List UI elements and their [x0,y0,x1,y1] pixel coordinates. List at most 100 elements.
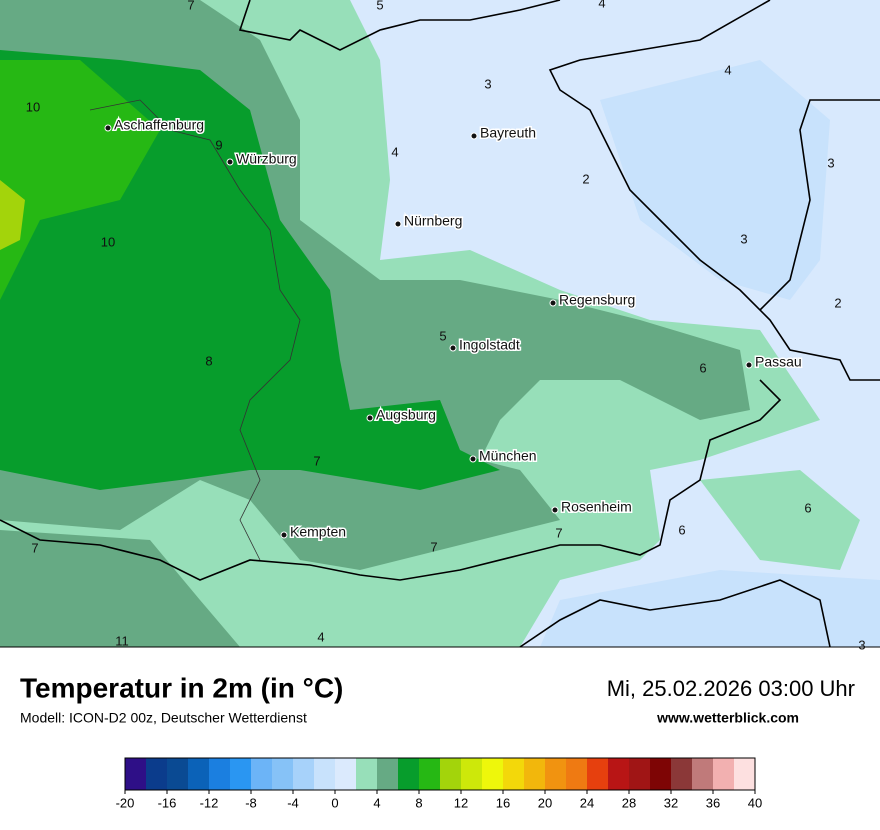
colorbar-box [125,758,146,790]
colorbar-tick-label: 16 [496,795,510,810]
cold-area [600,60,830,300]
map-value: 4 [724,62,731,77]
colorbar-box [167,758,188,790]
map-value: 5 [439,328,446,343]
colorbar-box [293,758,314,790]
city-label: Augsburg [376,407,436,423]
colorbar-tick-label: 36 [706,795,720,810]
map-value: 7 [430,539,437,554]
map-value: 6 [699,360,706,375]
colorbar-box [524,758,545,790]
city-label: Passau [755,354,802,370]
border [0,379,782,581]
website: www.wetterblick.com [656,710,799,726]
map-value: 7 [31,540,38,555]
map-value: 6 [804,500,811,515]
model: Modell: ICON-D2 00z, Deutscher Wetterdie… [20,710,307,726]
colorbar-tick-label: 8 [415,795,422,810]
colorbar-box [587,758,608,790]
city-dot [104,124,112,132]
colorbar-box [650,758,671,790]
city-label: Ingolstadt [459,337,520,353]
map-value: 4 [317,629,324,644]
colorbar-box [356,758,377,790]
colorbar-box [188,758,209,790]
colorbar-tick-label: -4 [287,795,299,810]
title: Temperatur in 2m (in °C) [20,672,343,703]
colorbar-box [482,758,503,790]
city-dot [549,299,557,307]
temp-area [0,180,25,250]
city-label: Regensburg [559,292,635,308]
colorbar-box [629,758,650,790]
map-value: 6 [678,522,685,537]
city-dot [551,506,559,514]
colorbar-box [272,758,293,790]
colorbar-box [335,758,356,790]
colorbar-box [146,758,167,790]
map-value: 4 [391,144,398,159]
state-border [89,99,301,561]
colorbar-box [713,758,734,790]
colorbar-box [671,758,692,790]
date: Mi, 25.02.2026 03:00 Uhr [607,676,855,701]
city-label: Rosenheim [561,499,632,515]
colorbar-tick-label: 4 [373,795,380,810]
colorbar-tick-label: 40 [748,795,762,810]
colorbar-box [461,758,482,790]
city-dot [470,132,478,140]
border [238,0,561,51]
city-dot [280,531,288,539]
colorbar-box [209,758,230,790]
colorbar-tick-label: 20 [538,795,552,810]
map-values: 7 5 4 4 3 10 9 4 2 3 10 3 2 5 8 6 7 7 7 7 6 6 4 11 3 [26,0,866,652]
temp-area [0,530,240,647]
colorbar-tick-label: -12 [200,795,219,810]
city-dot [366,414,374,422]
colorbar-box [398,758,419,790]
colorbar-tick-label: -8 [245,795,257,810]
colorbar-box [419,758,440,790]
cities: Aschaffenburg Würzburg Bayreuth Nürnberg Reg… [104,115,803,541]
colorbar: -20 -16 -12 -8 -4 0 4 8 12 16 20 24 28 32 36 40 [116,757,762,810]
map-value: 4 [598,0,605,10]
temp-area [0,60,160,300]
border [519,579,831,648]
city-label: Bayreuth [480,125,536,141]
colorbar-frame [124,757,756,791]
map-value: 8 [205,353,212,368]
map-value: 11 [115,633,129,648]
map-value: 3 [858,637,865,652]
map-value: 10 [26,99,40,114]
map-value: 2 [834,295,841,310]
colorbar-box [251,758,272,790]
map-value: 5 [376,0,383,12]
colorbar-box [608,758,629,790]
colorbar-tick-label: 24 [580,795,594,810]
city-dot [449,344,457,352]
colorbar-tick-label: 32 [664,795,678,810]
map-value: 3 [484,76,491,91]
colorbar-tick-label: -20 [116,795,135,810]
city-dot [745,361,753,369]
map-value: 2 [582,171,589,186]
colorbar-tick-label: 28 [622,795,636,810]
city-label: Nürnberg [404,213,462,229]
border [759,99,880,311]
colorbar-box [503,758,524,790]
cold-area [540,570,880,647]
colorbar-tick-label: 0 [331,795,338,810]
map-value: 7 [313,453,320,468]
city-label: Aschaffenburg [114,117,204,133]
colorbar-box [230,758,251,790]
colorbar-box [566,758,587,790]
map-value: 10 [101,234,115,249]
city-label: München [479,448,537,464]
map-value: 9 [215,137,222,152]
temp-area [700,470,860,570]
city-dot [226,158,234,166]
map-value: 3 [827,155,834,170]
city-label: Kempten [290,524,346,540]
city-label: Würzburg [236,151,297,167]
